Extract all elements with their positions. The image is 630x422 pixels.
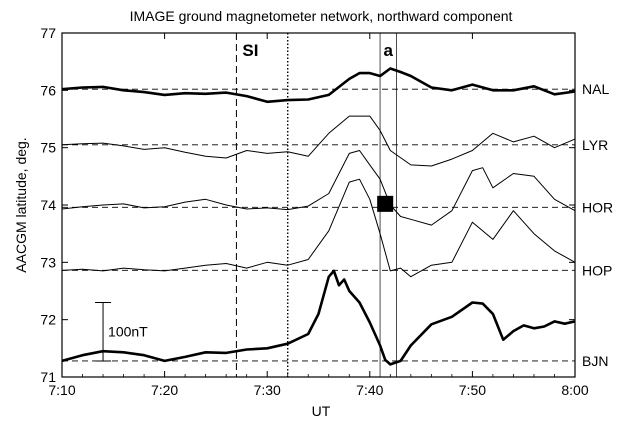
x-tick-label: 7:50 (459, 382, 486, 398)
station-label-bjn: BJN (582, 353, 608, 369)
series-line-bjn (61, 269, 576, 366)
series-line-hor (61, 150, 576, 226)
y-tick-label: 73 (40, 254, 56, 270)
y-tick-label: 72 (40, 312, 56, 328)
y-tick-label: 71 (40, 369, 56, 385)
series-line-lyr (61, 115, 576, 167)
x-tick-label: 7:30 (254, 382, 281, 398)
x-axis-label: UT (312, 403, 331, 419)
y-axis: 71 72 73 74 75 76 77 (40, 25, 575, 385)
series-line-nal (61, 67, 576, 104)
station-label-hop: HOP (582, 262, 612, 278)
station-label-nal: NAL (582, 81, 609, 97)
event-label-a: a (384, 41, 394, 60)
series-lines (61, 67, 576, 366)
x-tick-label: 7:40 (356, 382, 383, 398)
station-label-lyr: LYR (582, 137, 608, 153)
x-tick-label: 7:20 (151, 382, 178, 398)
baseline-grid (62, 88, 575, 362)
square-marker (377, 195, 394, 212)
x-axis: 7:10 7:20 7:30 7:40 7:50 8:00 (48, 33, 589, 398)
y-tick-label: 76 (40, 82, 56, 98)
y-tick-label: 74 (40, 197, 56, 213)
scale-bar: 100nT (95, 301, 148, 362)
station-label-hor: HOR (582, 199, 613, 215)
series-line-hop (61, 178, 576, 278)
x-tick-label: 7:10 (48, 382, 75, 398)
y-axis-label: AACGM latitude, deg. (13, 137, 29, 272)
event-label-si: SI (242, 41, 258, 60)
y-tick-label: 75 (40, 140, 56, 156)
y-tick-label: 77 (40, 25, 56, 41)
scale-bar-label: 100nT (108, 324, 148, 340)
chart-title: IMAGE ground magnetometer network, north… (130, 8, 513, 24)
station-labels: NAL LYR HOR HOP BJN (582, 81, 613, 369)
x-tick-label: 8:00 (561, 382, 588, 398)
marker-layer (377, 195, 394, 212)
